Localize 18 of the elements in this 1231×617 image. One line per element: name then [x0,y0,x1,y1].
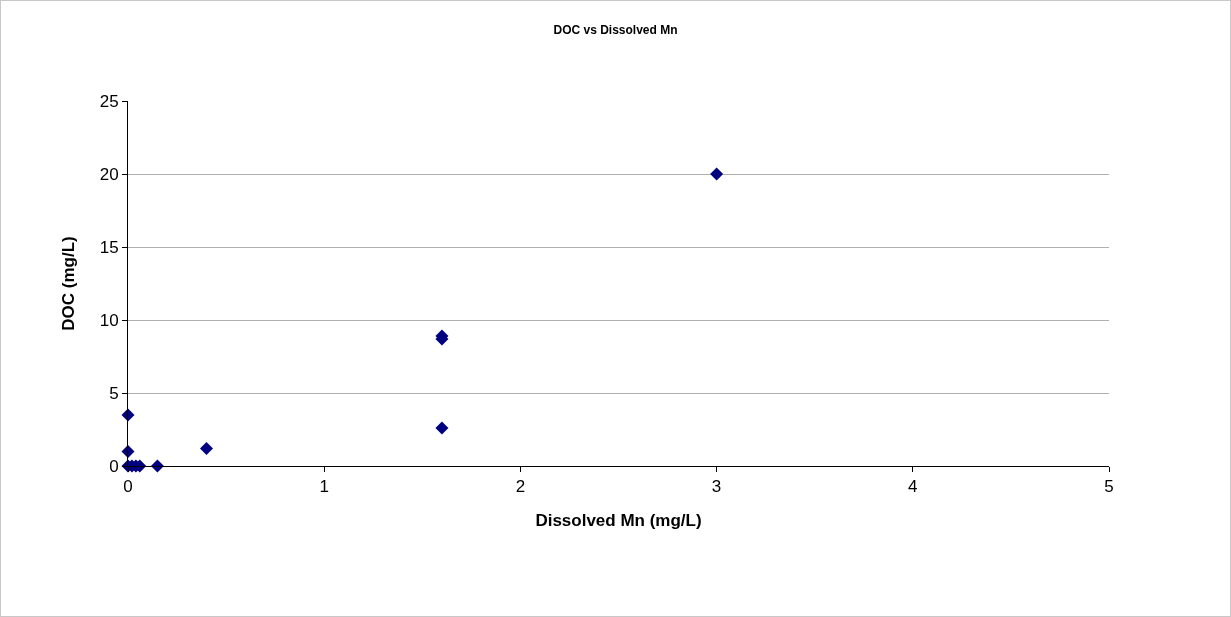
point [710,167,724,181]
x-tick-label: 3 [711,477,722,497]
y-tick-label: 10 [99,310,119,330]
point [435,421,449,435]
y-tick-label: 25 [99,91,119,111]
y-tick-label: 20 [99,164,119,184]
x-tick-label: 1 [319,477,329,497]
y-tick-label: 15 [99,237,119,257]
x-tick-label: 0 [123,477,133,497]
point [199,441,213,455]
y-axis-title: DOC (mg/L) [59,236,79,331]
x-axis-title: Dissolved Mn (mg/L) [535,510,702,530]
x-tick-label: 5 [1104,477,1114,497]
y-tick-label: 0 [109,456,119,476]
x-tick-label: 4 [908,477,918,497]
y-tick-label: 5 [109,383,119,403]
x-tick-label: 2 [515,477,526,497]
chart-title: DOC vs Dissolved Mn [553,23,678,37]
